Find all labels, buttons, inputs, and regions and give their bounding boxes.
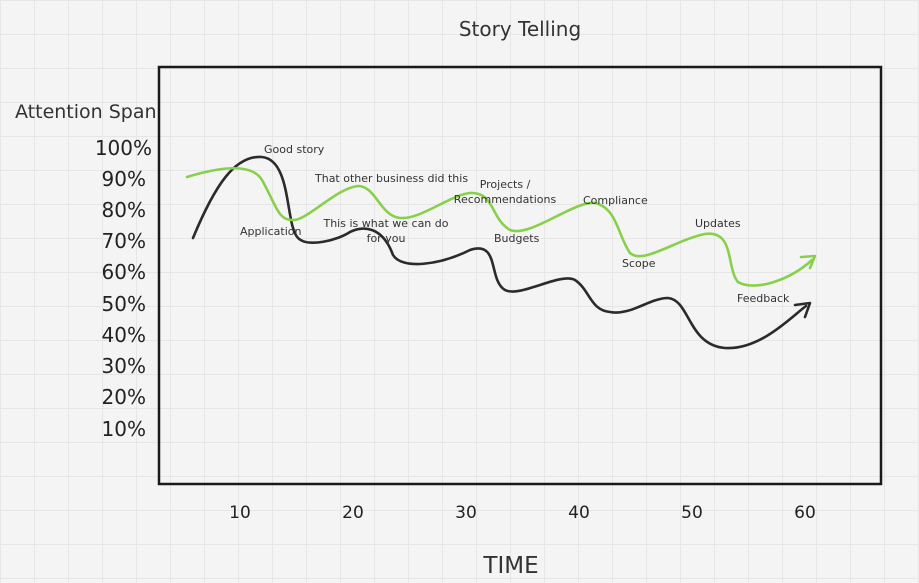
y-tick-40: 40% — [102, 323, 146, 347]
x-tick-40: 40 — [568, 503, 590, 523]
x-tick-10: 10 — [229, 503, 251, 523]
label-budgets: Budgets — [494, 232, 540, 245]
label-what-we-can-do-line1: This is what we can do — [322, 217, 448, 230]
x-tick-50: 50 — [681, 503, 703, 523]
y-axis-label: Attention Span — [15, 101, 157, 123]
label-updates: Updates — [695, 217, 741, 230]
y-tick-10: 10% — [102, 417, 146, 441]
dark-attention-curve — [191, 155, 808, 350]
y-tick-50: 50% — [102, 292, 146, 316]
label-good-story: Good story — [264, 143, 325, 156]
y-tick-60: 60% — [102, 260, 146, 284]
x-tick-30: 30 — [455, 503, 477, 523]
y-tick-90: 90% — [102, 167, 146, 191]
x-axis-ticks: 10 20 30 40 50 60 — [229, 503, 816, 523]
label-feedback: Feedback — [737, 292, 790, 305]
y-tick-20: 20% — [102, 385, 146, 409]
dark-curve-arrowhead — [793, 301, 812, 319]
green-curve-arrowhead — [799, 254, 817, 270]
annotations: Good story That other business did this … — [240, 143, 790, 305]
y-tick-70: 70% — [102, 229, 146, 253]
y-tick-30: 30% — [102, 354, 146, 378]
x-tick-60: 60 — [794, 503, 816, 523]
label-other-business: That other business did this — [314, 172, 468, 185]
green-attention-curve — [185, 166, 814, 287]
label-scope: Scope — [622, 257, 656, 270]
label-application: Application — [240, 225, 301, 238]
label-what-we-can-do-line2: for you — [367, 232, 406, 245]
x-axis-label: TIME — [482, 553, 538, 579]
y-axis-ticks: 100% 90% 80% 70% 60% 50% 40% 30% 20% 10% — [95, 136, 152, 441]
plot-frame — [157, 65, 883, 486]
x-tick-20: 20 — [342, 503, 364, 523]
y-tick-100: 100% — [95, 136, 152, 160]
label-compliance: Compliance — [583, 194, 648, 207]
label-projects-line1: Projects / — [480, 178, 531, 191]
diagram-title: Story Telling — [459, 17, 581, 41]
y-tick-80: 80% — [102, 198, 146, 222]
label-projects-line2: Recommendations — [454, 193, 557, 206]
